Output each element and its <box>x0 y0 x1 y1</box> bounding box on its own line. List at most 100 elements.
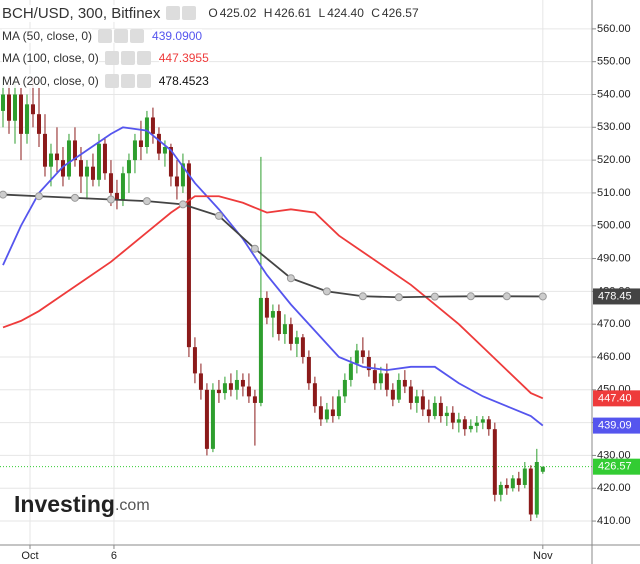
candle-body <box>540 466 545 472</box>
candle-body <box>414 396 419 403</box>
candle-body <box>54 153 59 161</box>
candle-body <box>180 163 185 187</box>
candle-body <box>276 311 281 335</box>
candle-body <box>354 350 359 364</box>
candle-body <box>486 419 491 430</box>
candle-body <box>144 117 149 147</box>
axis-tag-label: 447.40 <box>598 392 632 404</box>
ohlc-value: 425.02 <box>219 6 257 21</box>
candle-body <box>114 192 119 200</box>
ma-marker <box>34 192 43 201</box>
y-tick-label: 530.00 <box>597 121 631 133</box>
icons[interactable] <box>98 28 145 43</box>
candle-body <box>384 373 389 390</box>
candle-body <box>216 389 221 394</box>
ma-line <box>2 195 544 400</box>
candle-body <box>462 419 467 430</box>
candle-body <box>522 468 527 485</box>
candle-body <box>528 468 533 515</box>
ma-marker <box>430 292 439 301</box>
candle-body <box>174 176 179 187</box>
icons[interactable] <box>166 6 197 21</box>
ohlc-value: 426.61 <box>274 6 312 21</box>
y-tick-label: 540.00 <box>597 88 631 100</box>
y-tick-label: 410.00 <box>597 515 631 527</box>
icons[interactable] <box>104 73 151 88</box>
x-tick-label: 6 <box>111 550 117 562</box>
candle-body <box>24 104 29 134</box>
ma-marker <box>322 287 331 296</box>
y-tick-label: 510.00 <box>597 187 631 199</box>
candle-body <box>108 173 113 193</box>
candle-body <box>96 143 101 180</box>
candle-body <box>390 389 395 400</box>
candle-body <box>120 173 125 200</box>
candle-body <box>132 140 137 161</box>
candle-body <box>438 402 443 417</box>
candle-body <box>504 484 509 489</box>
candle-body <box>342 379 347 397</box>
ohlc-label: O <box>208 6 218 21</box>
y-tick-label: 550.00 <box>597 56 631 68</box>
candle-body <box>252 396 257 403</box>
candle-body <box>264 297 269 318</box>
y-tick-label: 460.00 <box>597 351 631 363</box>
candle-body <box>498 484 503 495</box>
header-row: BCH/USD, 300, Bitfinex O 425.02 H 426.61 L… <box>2 2 419 25</box>
y-tick-label: 430.00 <box>597 449 631 461</box>
candle-body <box>192 347 197 374</box>
ma-marker <box>250 244 259 253</box>
ohlc-value: 424.40 <box>327 6 364 21</box>
candle-body <box>432 402 437 417</box>
candle-body <box>42 133 47 167</box>
ma-value: 447.3955 <box>158 51 209 66</box>
candle-body <box>480 419 485 423</box>
candle-body <box>150 117 155 134</box>
ma-name: MA (100, close, 0) <box>2 51 99 66</box>
ma-marker <box>178 200 187 209</box>
y-tick-label: 560.00 <box>597 23 631 35</box>
ma-marker <box>286 274 295 283</box>
ma-marker <box>106 195 115 204</box>
axis-tag-label: 478.45 <box>598 290 632 302</box>
candle-body <box>168 146 173 177</box>
candle-body <box>186 163 191 348</box>
ma-marker <box>358 292 367 301</box>
x-tick-label: Nov <box>533 550 553 562</box>
ma-marker <box>214 211 223 220</box>
ma-value: 478.4523 <box>158 73 209 88</box>
candle-body <box>78 160 83 177</box>
candle-body <box>348 363 353 380</box>
candle-body <box>378 373 383 384</box>
candle-body <box>306 356 311 384</box>
ma-value: 439.0900 <box>152 28 203 43</box>
candle-body <box>288 324 293 344</box>
chart-title: BCH/USD, 300, Bitfinex <box>2 4 161 22</box>
y-tick-label: 500.00 <box>597 220 631 232</box>
ma-legend: MA (100, close, 0) 447.3955 <box>2 47 419 70</box>
candle-body <box>468 425 473 430</box>
candle-body <box>372 370 377 384</box>
candle-body <box>492 429 497 495</box>
axis-tag <box>593 288 640 305</box>
candle-body <box>102 143 107 174</box>
candle-body <box>408 386 413 403</box>
ma-marker <box>0 190 7 199</box>
icons[interactable] <box>104 51 151 66</box>
ma-line <box>2 193 543 299</box>
candle-body <box>402 379 407 387</box>
ohlc-value: 426.57 <box>381 6 419 21</box>
candle-body <box>240 379 245 387</box>
legend: BCH/USD, 300, Bitfinex O 425.02 H 426.61 L… <box>2 2 419 92</box>
ma-legend: MA (50, close, 0) 439.0900 <box>2 25 419 48</box>
candle-body <box>420 396 425 410</box>
candle-body <box>294 337 299 344</box>
candle-body <box>156 133 161 154</box>
candle-body <box>162 146 167 154</box>
watermark-main: Investing <box>14 491 115 517</box>
candle-body <box>282 324 287 335</box>
candle-body <box>246 386 251 397</box>
candle-body <box>450 412 455 423</box>
